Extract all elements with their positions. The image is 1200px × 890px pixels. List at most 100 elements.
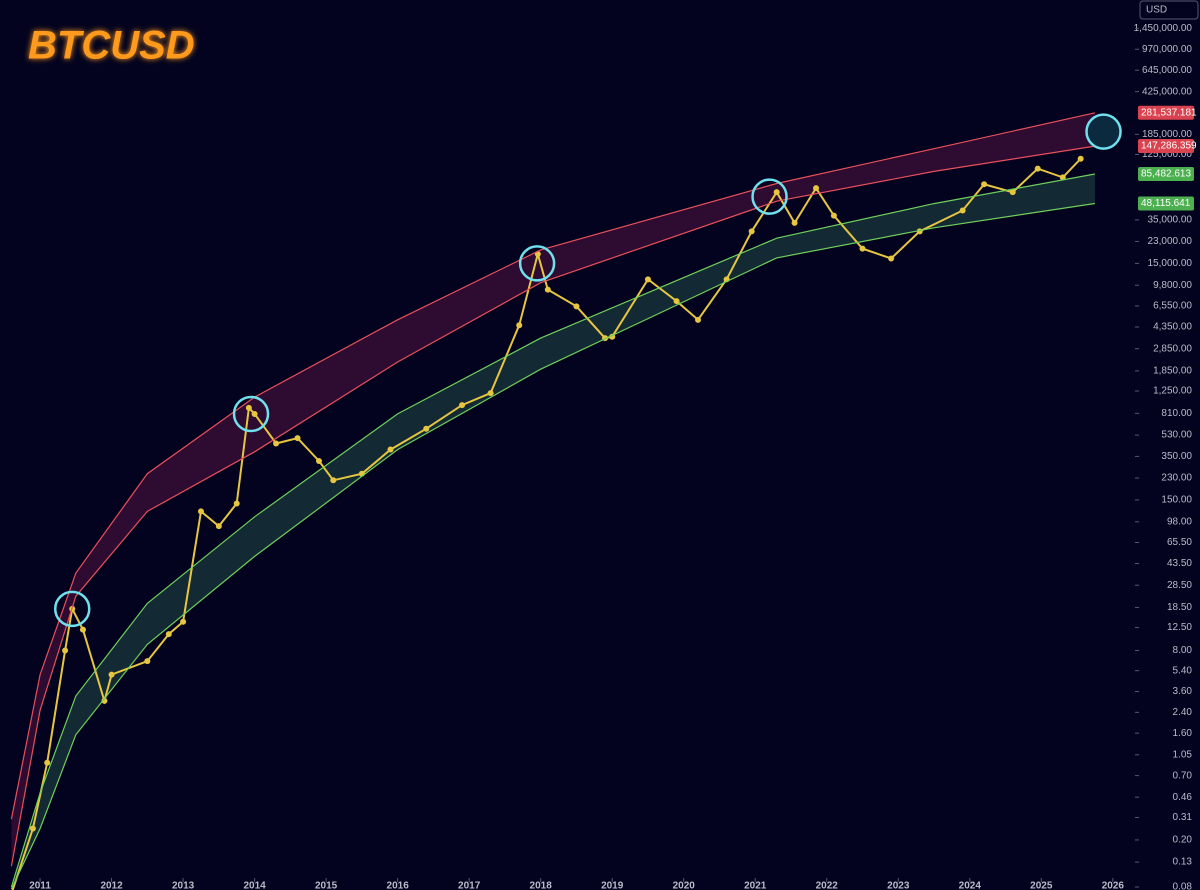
y-tick-label: 1.05 (1173, 749, 1193, 760)
price-point (516, 322, 523, 329)
y-tick-label: 15,000.00 (1148, 258, 1193, 269)
price-tag (1138, 105, 1194, 120)
x-tick-label: 2012 (100, 881, 123, 890)
price-point (748, 228, 755, 235)
price-point (1059, 174, 1066, 181)
highlight-circle (751, 178, 788, 215)
price-point (673, 298, 680, 305)
y-tick-label: 6,550.00 (1153, 301, 1192, 312)
price-tag (1138, 167, 1194, 182)
y-tick-label: 810.00 (1161, 408, 1192, 419)
x-tick-label: 2014 (243, 881, 266, 890)
y-tick-label: 1.60 (1173, 728, 1193, 739)
price-point (1009, 189, 1016, 196)
price-tag (1138, 196, 1194, 211)
currency-box (1139, 0, 1199, 20)
y-tick-label: 5.40 (1173, 665, 1193, 676)
y-tick-label: 0.70 (1173, 770, 1193, 781)
y-tick-label: 645,000.00 (1142, 65, 1192, 76)
price-point (273, 440, 280, 447)
y-tick-label: 65.50 (1167, 537, 1192, 548)
price-point (423, 425, 430, 432)
y-tick-label: 1,250.00 (1153, 386, 1192, 397)
x-tick-label: 2021 (744, 881, 767, 890)
price-point (165, 631, 172, 638)
price-point (197, 508, 204, 515)
y-tick-label: 425,000.00 (1142, 86, 1192, 97)
price-point (79, 626, 86, 633)
x-tick-label: 2020 (673, 881, 696, 890)
band-line (10, 145, 1095, 867)
price-point (315, 458, 322, 465)
y-tick-label: 3.60 (1173, 686, 1193, 697)
y-tick-label: 43.50 (1167, 558, 1192, 569)
price-point (294, 435, 301, 442)
price-point (387, 446, 394, 453)
price-point (981, 181, 988, 188)
price-point (459, 402, 466, 409)
y-tick-label: 2.40 (1173, 707, 1193, 718)
y-tick-label: 125,000.00 (1142, 149, 1192, 160)
price-point (859, 245, 866, 252)
price-tag-label: 147,286.359 (1141, 141, 1197, 152)
y-tick-label: 0.31 (1173, 812, 1193, 823)
band-line (10, 112, 1096, 820)
price-point (888, 255, 895, 262)
price-point (1034, 165, 1041, 172)
price-point (695, 316, 702, 323)
highlight-circle (1085, 113, 1122, 150)
y-tick-label: 12.50 (1167, 622, 1192, 633)
x-tick-label: 2022 (816, 881, 839, 890)
price-tag-label: 85,482.613 (1141, 169, 1191, 180)
price-point (251, 410, 258, 417)
price-point (215, 523, 222, 530)
price-point (791, 219, 798, 226)
price-point (180, 618, 187, 625)
x-tick-label: 2024 (959, 881, 982, 890)
y-tick-label: 28.50 (1167, 580, 1192, 591)
price-point (1077, 155, 1084, 162)
x-tick-label: 2011 (29, 881, 51, 890)
y-tick-label: 0.08 (1173, 882, 1193, 890)
price-point (44, 759, 51, 766)
x-tick-label: 2018 (530, 881, 553, 890)
highlight-circle (53, 590, 91, 628)
y-tick-label: 1,450,000.00 (1134, 23, 1193, 34)
price-point (813, 185, 820, 192)
price-point (233, 500, 240, 507)
y-tick-label: 185,000.00 (1142, 129, 1192, 140)
price-point (108, 671, 115, 678)
price-point (773, 189, 780, 196)
y-tick-label: 98.00 (1167, 516, 1192, 527)
y-tick-label: 0.20 (1173, 835, 1193, 846)
x-tick-label: 2016 (387, 881, 410, 890)
price-point (245, 404, 252, 411)
currency-label: USD (1146, 5, 1167, 16)
y-tick-label: 0.13 (1173, 857, 1193, 868)
y-tick-label: 23,000.00 (1148, 236, 1193, 247)
y-tick-label: 4,350.00 (1153, 322, 1192, 333)
y-tick-label: 9,800.00 (1153, 280, 1192, 291)
y-tick-label: 18.50 (1167, 602, 1192, 613)
x-tick-label: 2013 (172, 881, 195, 890)
x-tick-label: 2015 (315, 881, 338, 890)
y-tick-label: 150.00 (1161, 495, 1192, 506)
price-point (544, 286, 551, 293)
y-tick-label: 970,000.00 (1142, 44, 1192, 55)
x-tick-label: 2026 (1102, 881, 1125, 890)
price-point (62, 647, 69, 654)
x-tick-label: 2023 (887, 881, 910, 890)
x-tick-label: 2025 (1030, 881, 1053, 890)
price-point (144, 658, 151, 665)
price-point (959, 207, 966, 214)
highlight-circle (232, 395, 270, 433)
price-tag-label: 281,537.181 (1141, 107, 1197, 118)
y-tick-label: 230.00 (1161, 473, 1192, 484)
y-tick-label: 8.00 (1173, 645, 1193, 656)
price-tag-label: 48,115.641 (1141, 198, 1191, 209)
y-tick-label: 0.46 (1173, 792, 1193, 803)
price-point (29, 825, 36, 832)
price-point (573, 303, 580, 310)
